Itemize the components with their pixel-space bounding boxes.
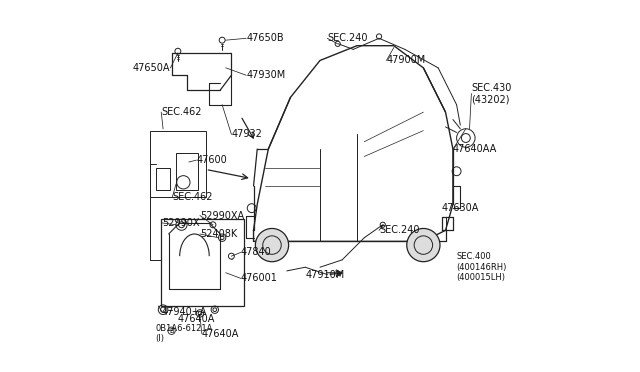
Text: 47640A: 47640A [177,314,215,324]
Text: 47640A: 47640A [202,329,239,339]
Text: 47900M: 47900M [387,55,426,65]
Text: SEC.430
(43202): SEC.430 (43202) [472,83,512,105]
Text: SEC.462: SEC.462 [161,107,202,117]
Bar [176,153,198,190]
Text: SEC.400
(400146RH)
(400015LH): SEC.400 (400146RH) (400015LH) [456,252,507,282]
Bar [150,131,205,197]
Text: 52990XA: 52990XA [200,211,244,221]
Text: 52408K: 52408K [200,229,237,239]
Text: 47630A: 47630A [442,203,479,213]
Text: 47932: 47932 [232,129,262,139]
Text: 47650A: 47650A [133,63,170,73]
Text: 47940+A: 47940+A [162,307,207,317]
Text: 47910M: 47910M [305,270,344,280]
Text: SEC.462: SEC.462 [172,192,213,202]
Text: 47600: 47600 [196,155,227,165]
Text: SEC.240: SEC.240 [379,225,420,235]
Text: 0B1A6-6121A
(I): 0B1A6-6121A (I) [156,324,213,343]
Bar [156,167,170,190]
Text: 52990X: 52990X [162,218,200,228]
Text: SEC.240: SEC.240 [328,33,368,43]
Text: 47930M: 47930M [246,70,285,80]
Bar [161,219,244,306]
Text: B: B [169,328,174,334]
Text: 476001: 476001 [241,273,278,283]
Text: 47840: 47840 [241,247,271,257]
Text: 47650B: 47650B [246,33,284,43]
Circle shape [255,228,289,262]
Text: 47640AA: 47640AA [453,144,497,154]
Circle shape [407,228,440,262]
